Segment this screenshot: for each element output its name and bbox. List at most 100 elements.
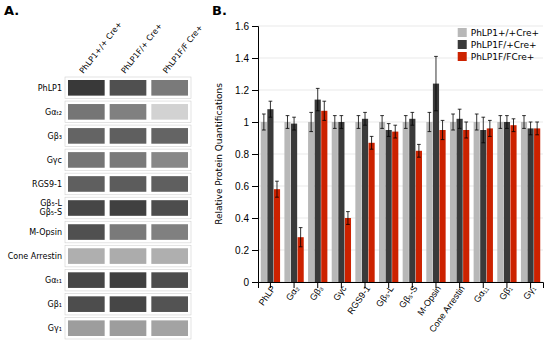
- tick-mark: [252, 122, 258, 123]
- axis-line: [259, 283, 544, 289]
- band: [110, 176, 147, 192]
- error-bar: [269, 101, 273, 117]
- legend-swatch: [458, 40, 467, 49]
- tick-mark: [252, 90, 258, 91]
- error-bar: [441, 120, 445, 139]
- tick-label: 0.6: [235, 181, 249, 192]
- bar: [291, 124, 297, 282]
- error-bar: [357, 116, 361, 129]
- error-bar: [333, 116, 337, 129]
- error-bars: [269, 56, 533, 142]
- bar: [426, 122, 432, 282]
- series: [274, 111, 540, 282]
- tick: 1.4: [235, 53, 258, 64]
- tick-mark: [252, 154, 258, 155]
- tick-label: PhLP: [257, 284, 278, 308]
- bar: [403, 122, 409, 282]
- row-label: M-Opsin: [29, 228, 62, 237]
- bar: [315, 100, 321, 282]
- band: [68, 176, 105, 192]
- bar: [439, 130, 445, 282]
- error-bar: [370, 136, 374, 149]
- band: [110, 128, 147, 144]
- legend-entry: PhLP1F/+Cre+: [458, 40, 537, 50]
- y-axis-label: Relative Protein Quantifications: [214, 83, 224, 225]
- row-frame: [65, 317, 191, 339]
- bar: [379, 122, 385, 282]
- row-label: RGS9-1: [32, 180, 62, 189]
- error-bar: [434, 56, 438, 110]
- figure: A.PhLP1+/+ Cre+PhLP1F/+ Cre+PhLP1F/F Cre…: [0, 0, 549, 341]
- error-bar: [451, 114, 455, 130]
- band: [68, 104, 105, 120]
- error-bar: [535, 122, 539, 135]
- bar: [527, 128, 533, 282]
- band: [68, 248, 105, 264]
- legend-label: PhLP1F/+Cre+: [471, 40, 537, 50]
- bar: [409, 119, 415, 282]
- error-bar: [499, 116, 503, 129]
- row-label: Gβ₅-LGβ₅-S: [40, 199, 63, 217]
- bar: [308, 122, 314, 282]
- band: [110, 248, 147, 264]
- error-bar: [512, 119, 516, 132]
- tick: 0.4: [235, 213, 258, 224]
- band: [151, 320, 188, 336]
- error-bar: [286, 116, 290, 129]
- error-bar: [309, 112, 313, 131]
- tick-label: 0.8: [235, 149, 249, 160]
- grid-line: [258, 90, 543, 91]
- error-bar: [299, 228, 303, 247]
- band: [151, 176, 188, 192]
- error-bar: [481, 117, 485, 143]
- legend: PhLP1+/+Cre+PhLP1F/+Cre+PhLP1F/FCre+: [458, 28, 539, 62]
- tick-label: Gα₁₁: [472, 284, 491, 305]
- error-bar: [404, 116, 408, 129]
- series: [261, 122, 527, 282]
- tick-label: 1: [243, 117, 249, 128]
- error-bar: [428, 112, 432, 131]
- bar: [474, 122, 480, 282]
- tick-mark: [252, 26, 258, 27]
- bar: [332, 122, 338, 282]
- tick: 1.6: [235, 21, 258, 32]
- tick: Gβ₁: [497, 282, 514, 302]
- band: [151, 296, 188, 312]
- row-frame: [65, 173, 191, 195]
- band: [110, 104, 147, 120]
- row-label: PhLP1: [38, 84, 62, 93]
- error-bar: [275, 181, 279, 197]
- band: [68, 272, 105, 288]
- error-bar: [346, 212, 350, 225]
- bar: [497, 122, 503, 282]
- band: [110, 224, 147, 240]
- bar: [457, 119, 463, 282]
- error-bar: [505, 116, 509, 129]
- grid: [258, 26, 543, 282]
- tick-label: 0.4: [235, 213, 249, 224]
- tick: 0: [243, 277, 258, 288]
- bar: [355, 122, 361, 282]
- bar: [274, 189, 280, 282]
- row-frame: [65, 101, 191, 123]
- band: [151, 200, 188, 216]
- row-label: Gβ₁: [47, 300, 62, 309]
- error-bar: [488, 120, 492, 136]
- column-header: PhLP1+/+ Cre+: [78, 20, 124, 75]
- band: [68, 152, 105, 168]
- bar: [480, 130, 486, 282]
- band: [151, 128, 188, 144]
- tick: Gβ₅-L: [374, 282, 396, 309]
- band: [68, 128, 105, 144]
- tick-mark: [252, 186, 258, 187]
- error-bar: [458, 109, 462, 128]
- tick: PhLP: [257, 282, 278, 308]
- band: [110, 152, 147, 168]
- panel-title: B.: [212, 3, 227, 18]
- bar: [321, 111, 327, 282]
- tick: RGS9-1: [345, 282, 372, 316]
- row-frame: [65, 149, 191, 171]
- row-frame: [65, 77, 191, 99]
- y-axis: 00.20.40.60.811.21.41.6: [235, 21, 258, 288]
- band: [68, 200, 105, 216]
